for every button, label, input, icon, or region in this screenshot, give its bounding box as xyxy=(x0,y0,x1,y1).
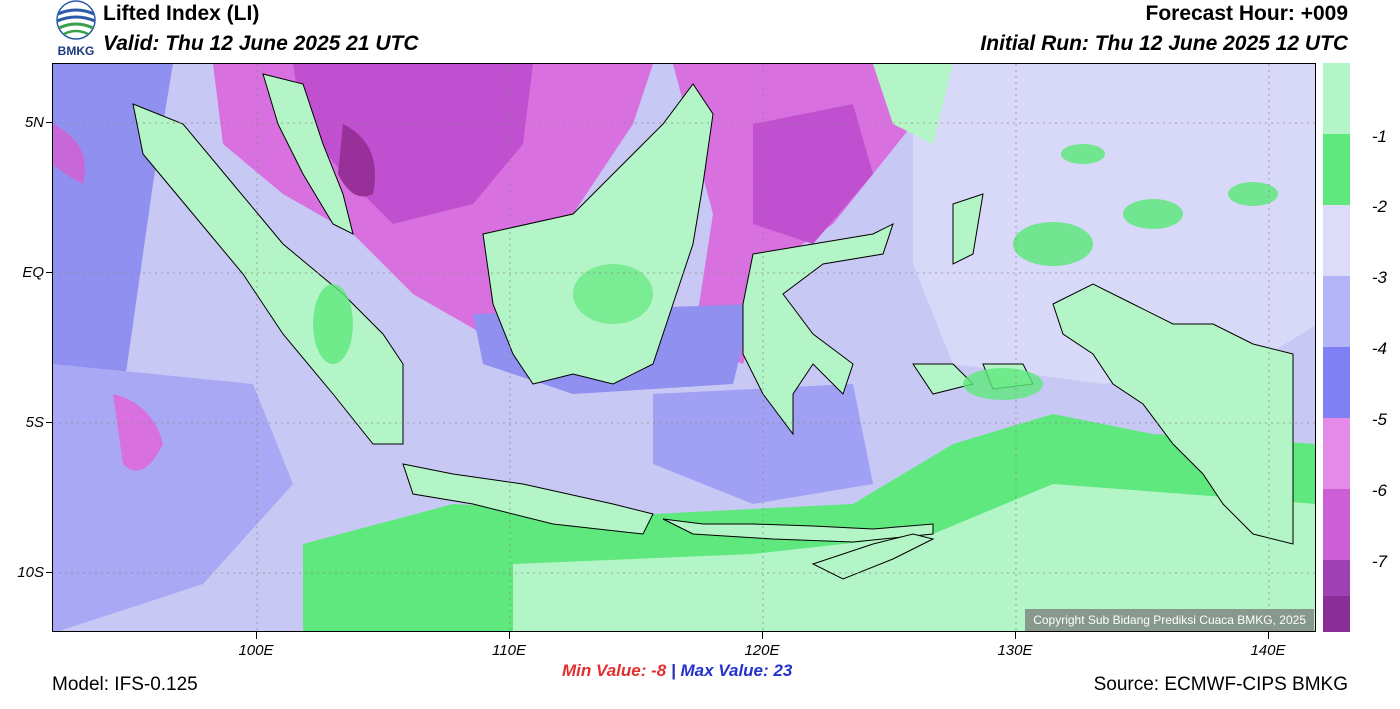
lon-label-140e: 140E xyxy=(1250,642,1286,659)
lat-tick xyxy=(46,272,53,273)
map-canvas xyxy=(53,64,1315,631)
logo-text: BMKG xyxy=(57,44,95,58)
colorbar-swatch xyxy=(1323,134,1350,205)
colorbar-swatch xyxy=(1323,489,1350,560)
legend-label: -7 xyxy=(1371,552,1387,571)
separator: | xyxy=(670,661,676,680)
min-label: Min Value: xyxy=(562,661,647,680)
lat-label-eq: EQ xyxy=(22,264,44,281)
lat-tick xyxy=(46,122,53,123)
lon-tick xyxy=(1015,632,1016,639)
min-value: -8 xyxy=(651,661,667,680)
lat-tick xyxy=(46,572,53,573)
lifted-index-map xyxy=(52,63,1316,632)
copyright-notice: Copyright Sub Bidang Prediksi Cuaca BMKG… xyxy=(1025,609,1314,631)
lon-tick xyxy=(256,632,257,639)
colorbar-swatch xyxy=(1323,63,1350,134)
bmkg-logo: BMKG xyxy=(52,0,100,60)
min-max-values: Min Value: -8 | Max Value: 23 xyxy=(562,661,792,681)
colorbar-swatch xyxy=(1323,347,1350,418)
max-label: Max Value: xyxy=(680,661,769,680)
legend-label: -6 xyxy=(1371,481,1387,500)
map-title: Lifted Index (LI) xyxy=(103,2,260,25)
forecast-hour: Forecast Hour: +009 xyxy=(1145,2,1349,25)
legend-label: -2 xyxy=(1371,197,1387,216)
lon-label-100e: 100E xyxy=(238,642,274,659)
valid-time: Valid: Thu 12 June 2025 21 UTC xyxy=(103,32,419,55)
legend-label: -5 xyxy=(1371,410,1387,429)
colorbar-swatch xyxy=(1323,596,1350,632)
lon-label-110e: 110E xyxy=(492,642,526,659)
legend-label: -1 xyxy=(1371,127,1387,146)
lon-tick xyxy=(1268,632,1269,639)
model-info: Model: IFS-0.125 xyxy=(52,674,198,695)
lat-label-5s: 5S xyxy=(25,414,44,431)
lon-tick xyxy=(509,632,510,639)
colorbar-swatch xyxy=(1323,276,1350,347)
initial-run: Initial Run: Thu 12 June 2025 12 UTC xyxy=(980,32,1348,55)
max-value: 23 xyxy=(773,661,793,680)
source-info: Source: ECMWF-CIPS BMKG xyxy=(1093,674,1348,695)
lon-label-120e: 120E xyxy=(744,642,780,659)
lon-label-130e: 130E xyxy=(997,642,1033,659)
colorbar-swatch xyxy=(1323,560,1350,596)
lat-label-10s: 10S xyxy=(17,564,44,581)
legend-label: -3 xyxy=(1371,268,1387,287)
lat-label-5n: 5N xyxy=(24,114,44,131)
colorbar xyxy=(1323,63,1350,632)
colorbar-swatch xyxy=(1323,418,1350,489)
colorbar-swatch xyxy=(1323,205,1350,276)
legend-label: -4 xyxy=(1371,339,1387,358)
lat-tick xyxy=(46,422,53,423)
lon-tick xyxy=(762,632,763,639)
